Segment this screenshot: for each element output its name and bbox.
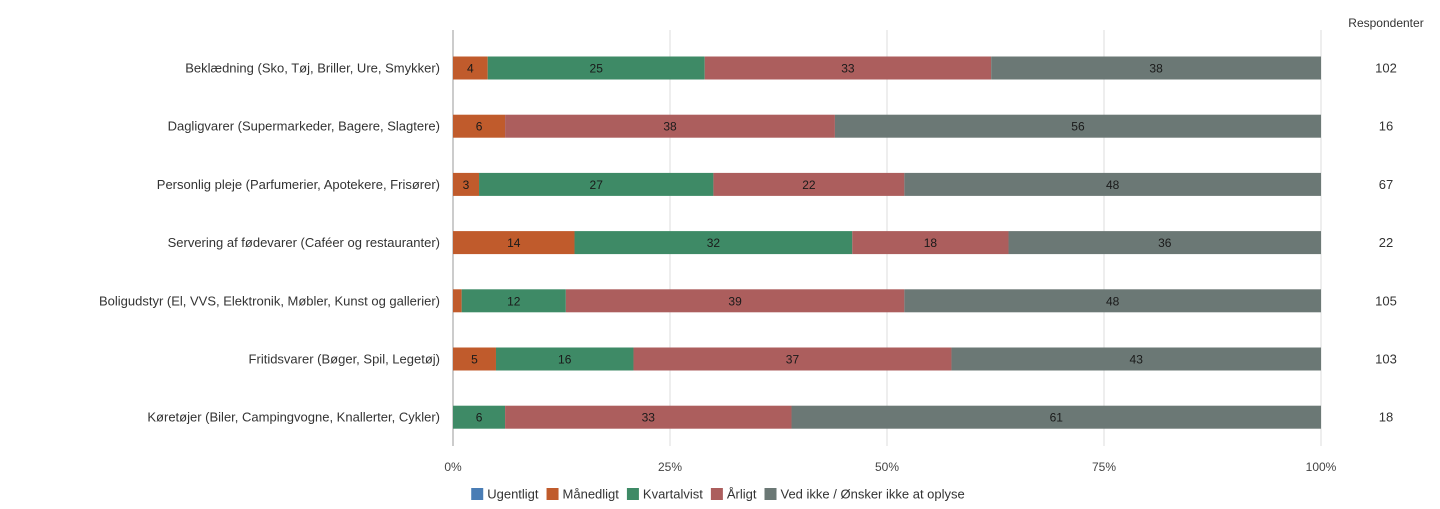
bar-segment — [479, 172, 714, 196]
bar-value-label: 38 — [1149, 62, 1163, 76]
respondents-value: 67 — [1379, 177, 1393, 192]
bar-segment — [453, 405, 506, 429]
respondents-column: Respondenter 102 16 67 22 105 103 18 — [1348, 16, 1423, 425]
bar-value-label: 27 — [590, 178, 604, 192]
bar-value-label: 36 — [1158, 236, 1172, 250]
bar-value-label: 6 — [476, 411, 483, 425]
category-label: Dagligvarer (Supermarkeder, Bagere, Slag… — [168, 119, 440, 134]
bar-segment — [453, 289, 462, 313]
legend-label: Ved ikke / Ønsker ikke at oplyse — [781, 487, 965, 502]
respondents-value: 105 — [1375, 293, 1397, 308]
bar-value-label: 33 — [642, 411, 656, 425]
bar-segment — [904, 289, 1321, 313]
bar-value-label: 32 — [707, 236, 721, 250]
bar-segment — [565, 289, 905, 313]
bars — [453, 56, 1321, 429]
bar-value-label: 6 — [476, 120, 483, 134]
bar-segment — [791, 405, 1321, 429]
respondents-value: 102 — [1375, 61, 1397, 76]
respondents-value: 18 — [1379, 410, 1393, 425]
bar-value-label: 48 — [1106, 294, 1120, 308]
bar-value-label: 3 — [463, 178, 470, 192]
bar-segment — [453, 56, 488, 80]
legend-label: Kvartalvist — [643, 487, 703, 502]
bar-segment — [505, 405, 792, 429]
bar-segment — [505, 114, 835, 138]
legend-label: Ugentligt — [487, 487, 539, 502]
bar-segment — [453, 347, 496, 371]
category-label: Fritidsvarer (Bøger, Spil, Legetøj) — [249, 352, 440, 367]
x-tick-label: 0% — [444, 460, 462, 474]
respondents-value: 22 — [1379, 235, 1393, 250]
x-tick-label: 25% — [658, 460, 682, 474]
bar-segment — [633, 347, 952, 371]
bar-value-label: 38 — [663, 120, 677, 134]
bar-value-label: 48 — [1106, 178, 1120, 192]
bar-segment — [453, 114, 506, 138]
bar-value-label: 61 — [1050, 411, 1064, 425]
category-label: Køretøjer (Biler, Campingvogne, Knallert… — [147, 410, 440, 425]
legend-swatch — [764, 488, 777, 500]
category-label: Boligudstyr (El, VVS, Elektronik, Møbler… — [99, 293, 440, 308]
bar-segment — [453, 172, 480, 196]
legend-swatch — [471, 488, 484, 500]
bar-value-label: 16 — [558, 353, 572, 367]
legend-label: Månedligt — [563, 487, 620, 502]
category-labels: Beklædning (Sko, Tøj, Briller, Ure, Smyk… — [99, 61, 440, 425]
bar-segment — [951, 347, 1321, 371]
x-tick-label: 100% — [1306, 460, 1337, 474]
bar-value-label: 22 — [802, 178, 816, 192]
data-labels: 4 25 33 38 6 38 56 3 27 22 48 14 32 18 36 12 39 48 5 16 37 43… — [463, 62, 1172, 425]
bar-value-label: 43 — [1130, 353, 1144, 367]
legend: Ugentligt Månedligt Kvartalvist Årligt Ved i… — [471, 487, 965, 502]
category-label: Servering af fødevarer (Caféer og restau… — [168, 235, 440, 250]
bar-value-label: 25 — [590, 62, 604, 76]
bar-segment — [574, 231, 853, 255]
respondents-value: 103 — [1375, 352, 1397, 367]
category-label: Personlig pleje (Parfumerier, Apotekere,… — [157, 177, 440, 192]
respondents-value: 16 — [1379, 119, 1393, 134]
bar-segment — [1008, 231, 1321, 255]
bar-segment — [461, 289, 566, 313]
category-label: Beklædning (Sko, Tøj, Briller, Ure, Smyk… — [185, 61, 440, 76]
x-axis-ticks: 0% 25% 50% 75% 100% — [444, 460, 1336, 474]
bar-value-label: 4 — [467, 62, 474, 76]
bar-value-label: 14 — [507, 236, 521, 250]
x-tick-label: 75% — [1092, 460, 1116, 474]
bar-value-label: 39 — [728, 294, 742, 308]
legend-label: Årligt — [727, 487, 757, 502]
bar-segment — [852, 231, 1009, 255]
bar-segment — [495, 347, 634, 371]
bar-value-label: 37 — [786, 353, 800, 367]
bar-value-label: 12 — [507, 294, 521, 308]
bar-segment — [713, 172, 905, 196]
bar-value-label: 18 — [924, 236, 938, 250]
bar-segment — [453, 231, 575, 255]
bar-segment — [991, 56, 1321, 80]
respondents-header: Respondenter — [1348, 16, 1423, 30]
legend-swatch — [546, 488, 559, 500]
x-tick-label: 50% — [875, 460, 899, 474]
bar-value-label: 5 — [471, 353, 478, 367]
bar-value-label: 33 — [841, 62, 855, 76]
legend-swatch — [626, 488, 639, 500]
bar-value-label: 56 — [1071, 120, 1085, 134]
bar-segment — [904, 172, 1321, 196]
legend-swatch — [710, 488, 723, 500]
bar-segment — [487, 56, 705, 80]
bar-segment — [704, 56, 992, 80]
bar-segment — [834, 114, 1321, 138]
